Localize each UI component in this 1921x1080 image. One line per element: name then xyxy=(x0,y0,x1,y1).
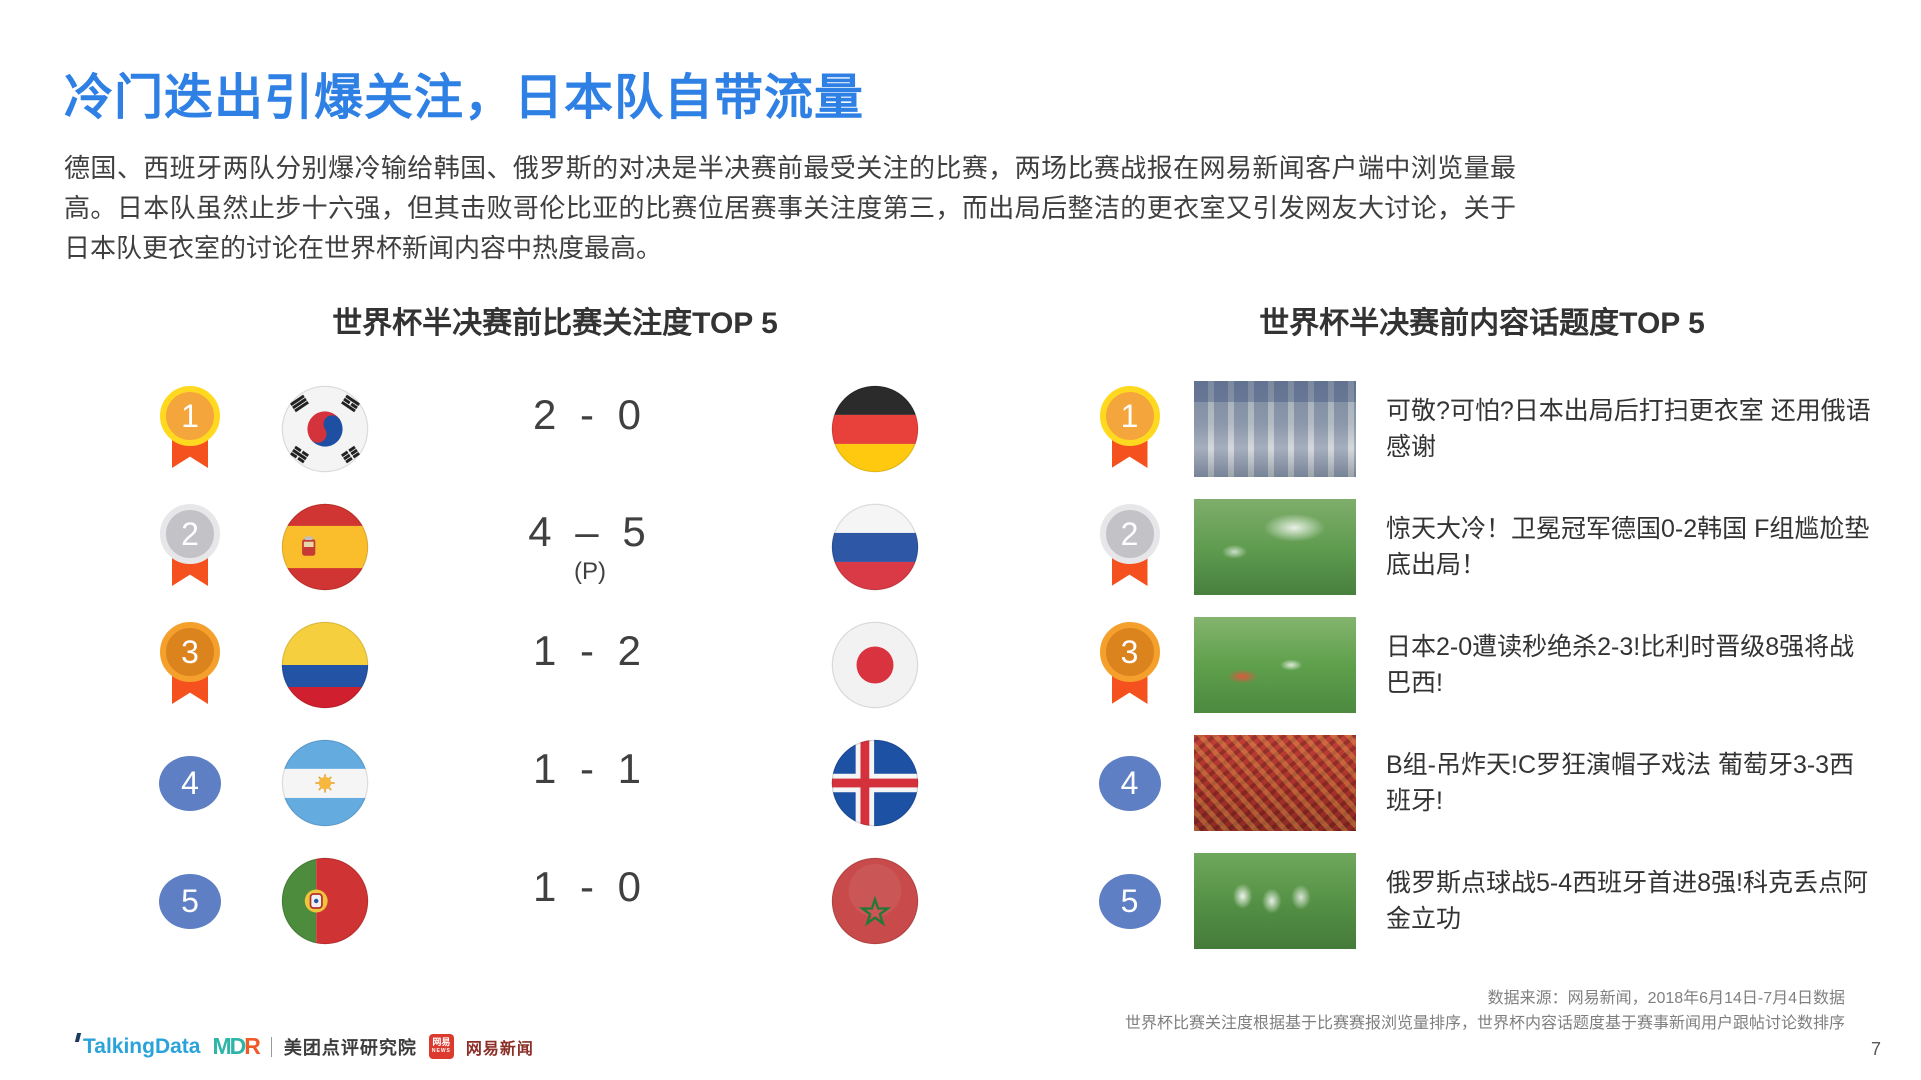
news-headline: 俄罗斯点球战5-4西班牙首进8强!科克丢点阿金立功 xyxy=(1386,869,1868,933)
news-row-2: 2 惊天大冷！卫冕冠军德国0-2韩国 F组尴尬垫底出局！ xyxy=(1082,488,1882,606)
news-headline: 可敬?可怕?日本出局后打扫更衣室 还用俄语感谢 xyxy=(1386,397,1871,461)
news-row-5: 5 俄罗斯点球战5-4西班牙首进8强!科克丢点阿金立功 xyxy=(1082,842,1882,960)
talkingdata-tick-icon xyxy=(74,1032,82,1042)
score-note: (P) xyxy=(573,558,606,585)
score-text: 1 - 1 xyxy=(532,745,648,792)
russia-celebration-photo xyxy=(1193,853,1356,949)
news-row-4: 4 B组-吊炸天!C罗狂演帽子戏法 葡萄牙3-3西班牙! xyxy=(1082,724,1882,842)
match-row-1: 1 xyxy=(120,370,990,488)
mdr-d: D xyxy=(229,1033,247,1059)
news-rows: 1 可敬?可怕?日本出局后打扫更衣室 还用俄语感谢 2 惊天大冷！卫冕冠军德国0… xyxy=(1082,370,1882,960)
data-source-note: 数据来源：网易新闻，2018年6月14日-7月4日数据 世界杯比赛关注度根据基于… xyxy=(1125,986,1845,1036)
news-headline: 日本2-0遭读秒绝杀2-3!比利时晋级8强将战巴西! xyxy=(1386,633,1855,697)
match-row-4: 4 1 - 1 xyxy=(120,724,990,842)
logo-divider xyxy=(270,1036,272,1057)
score-2: 4 – 5 (P) xyxy=(528,508,651,586)
left-section-title: 世界杯半决赛前比赛关注度TOP 5 xyxy=(332,307,778,340)
talkingdata-logo-text: TalkingData xyxy=(83,1034,201,1058)
rank-5-badge: 5 xyxy=(159,873,221,929)
news-row-3: 3 日本2-0遭读秒绝杀2-3!比利时晋级8强将战巴西! xyxy=(1082,606,1882,724)
gold-medal-icon: 1 xyxy=(1099,386,1160,472)
netease-app-icon: 网易 NEWS xyxy=(428,1034,454,1059)
bronze-medal-icon: 3 xyxy=(1099,622,1160,708)
score-text: 2 - 0 xyxy=(532,391,648,438)
rank-5-badge: 5 xyxy=(1098,873,1161,929)
match-row-2: 2 4 – 5 (P) xyxy=(120,488,990,606)
talkingdata-logo: TalkingData xyxy=(74,1032,201,1059)
rank-number: 2 xyxy=(160,504,220,564)
netease-badge-subtext: NEWS xyxy=(431,1047,451,1054)
meituan-dianping-institute-logo: 美团点评研究院 xyxy=(283,1037,417,1058)
score-3: 1 - 2 xyxy=(533,627,647,703)
russia-flag-icon xyxy=(831,503,919,591)
netease-news-logo: 网易新闻 xyxy=(465,1040,534,1058)
page-number: 7 xyxy=(1870,1039,1881,1059)
page-title: 冷门迭出引爆关注，日本队自带流量 xyxy=(64,71,865,125)
score-5: 1 - 0 xyxy=(533,863,647,939)
score-4: 1 - 1 xyxy=(533,745,647,821)
portugal-flag-icon xyxy=(281,857,369,945)
argentina-flag-icon xyxy=(281,739,369,827)
japan-locker-room-photo xyxy=(1193,381,1356,477)
score-note xyxy=(533,677,647,703)
portugal-fans-crowd-photo xyxy=(1193,735,1356,831)
score-note xyxy=(533,795,647,821)
mdr-r: R xyxy=(244,1033,261,1059)
rank-number: 3 xyxy=(1099,622,1160,682)
source-line-2: 世界杯比赛关注度根据基于比赛赛报浏览量排序，世界杯内容话题度基于赛事新闻用户跟帖… xyxy=(1124,1015,1845,1032)
iceland-flag-icon xyxy=(831,739,919,827)
score-text: 4 – 5 xyxy=(528,508,652,555)
news-row-1: 1 可敬?可怕?日本出局后打扫更衣室 还用俄语感谢 xyxy=(1082,370,1882,488)
score-text: 1 - 2 xyxy=(532,627,648,674)
news-headline: 惊天大冷！卫冕冠军德国0-2韩国 F组尴尬垫底出局！ xyxy=(1386,515,1870,579)
intro-paragraph: 德国、西班牙两队分别爆冷输给韩国、俄罗斯的对决是半决赛前最受关注的比赛，两场比赛… xyxy=(64,153,1516,263)
rank-4-badge: 4 xyxy=(159,755,221,811)
source-line-1: 数据来源：网易新闻，2018年6月14日-7月4日数据 xyxy=(1487,990,1845,1007)
netease-badge-text: 网易 xyxy=(432,1036,451,1047)
logo-bar: TalkingData MDR 美团点评研究院 网易 NEWS 网易新闻 xyxy=(74,1032,534,1060)
match-rows: 1 xyxy=(120,370,990,960)
silver-medal-icon: 2 xyxy=(1099,504,1160,590)
match-row-5: 5 1 - 0 xyxy=(120,842,990,960)
japan-belgium-match-photo xyxy=(1193,617,1356,713)
silver-medal-icon: 2 xyxy=(160,504,220,590)
rank-number: 1 xyxy=(160,386,220,446)
spain-flag-icon xyxy=(281,503,369,591)
bronze-medal-icon: 3 xyxy=(160,622,220,708)
gold-medal-icon: 1 xyxy=(160,386,220,472)
south-korea-flag-icon xyxy=(281,385,369,473)
spain-crest xyxy=(302,536,316,556)
score-text: 1 - 0 xyxy=(532,863,648,910)
news-headline: B组-吊炸天!C罗狂演帽子戏法 葡萄牙3-3西班牙! xyxy=(1386,751,1855,815)
rank-number: 2 xyxy=(1099,504,1160,564)
rank-4-badge: 4 xyxy=(1098,755,1161,811)
mdr-logo: MDR xyxy=(212,1033,261,1060)
colombia-flag-icon xyxy=(281,621,369,709)
mdr-m: M xyxy=(212,1033,231,1059)
right-section-title: 世界杯半决赛前内容话题度TOP 5 xyxy=(1259,307,1705,340)
rank-number: 1 xyxy=(1099,386,1160,446)
match-attention-section: 世界杯半决赛前比赛关注度TOP 5 1 xyxy=(120,298,990,960)
score-note xyxy=(533,913,647,939)
morocco-flag-icon xyxy=(831,857,919,945)
score-note xyxy=(533,441,647,467)
content-topic-section: 世界杯半决赛前内容话题度TOP 5 1 可敬?可怕?日本出局后打扫更衣室 还用俄… xyxy=(1082,298,1882,960)
germany-korea-match-photo xyxy=(1193,499,1356,595)
germany-flag-icon xyxy=(831,385,919,473)
japan-flag-icon xyxy=(831,621,919,709)
match-row-3: 3 1 - 2 xyxy=(120,606,990,724)
rank-number: 3 xyxy=(160,622,220,682)
score-1: 2 - 0 xyxy=(533,391,647,467)
